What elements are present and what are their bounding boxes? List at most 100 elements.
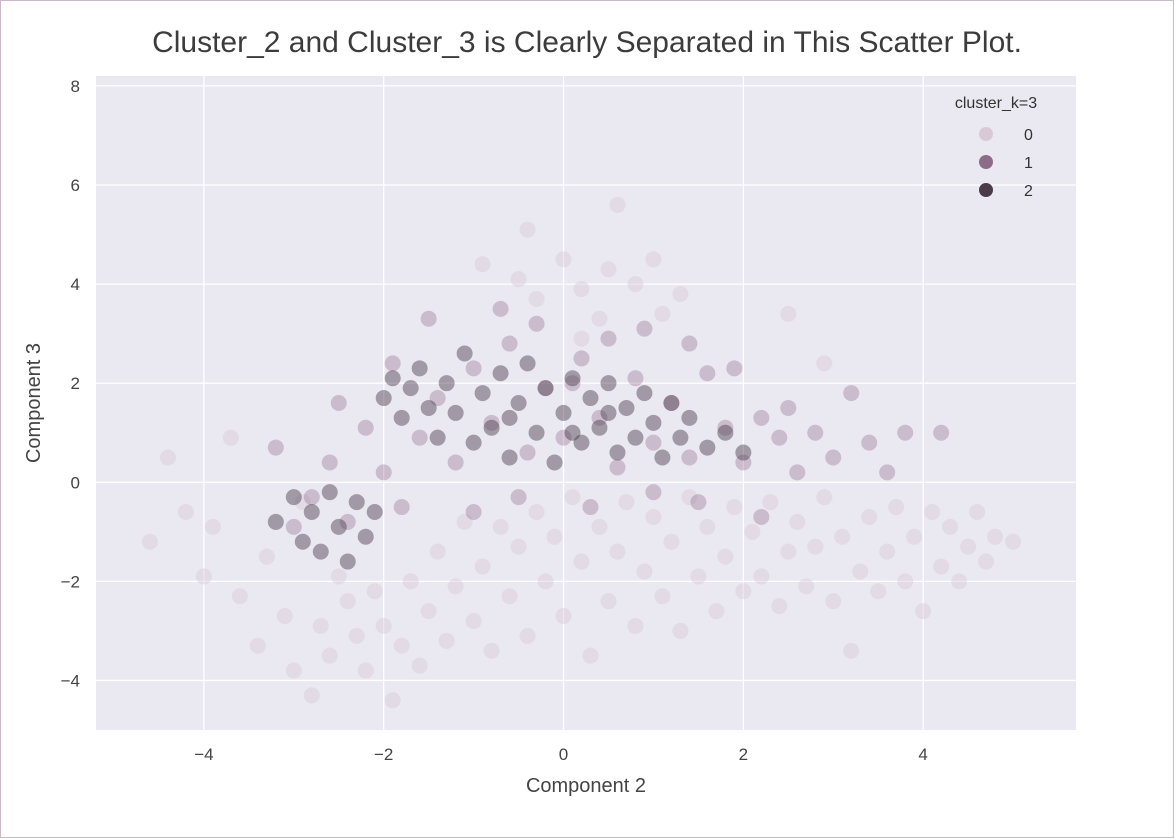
cluster-0-point [474, 558, 491, 575]
cluster-0-point [528, 290, 545, 307]
cluster-1-point [393, 499, 410, 516]
cluster-1-point [528, 315, 545, 332]
cluster-0-point [609, 196, 626, 213]
cluster-2-point [429, 429, 446, 446]
cluster-2-point [321, 484, 338, 501]
cluster-2-point [330, 518, 347, 535]
cluster-0-point [735, 583, 752, 600]
cluster-0-point [672, 286, 689, 302]
cluster-1-point [681, 449, 698, 466]
cluster-1-point [447, 454, 464, 471]
cluster-0-point [591, 518, 608, 535]
cluster-0-point [510, 538, 527, 555]
cluster-2-point [456, 345, 473, 362]
cluster-0-point [834, 528, 851, 545]
cluster-2-point [636, 385, 653, 402]
x-tick-label: 4 [918, 745, 927, 764]
cluster-1-point [483, 414, 500, 431]
cluster-2-point [600, 375, 617, 392]
cluster-0-point [519, 221, 536, 238]
cluster-1-point [519, 444, 536, 461]
cluster-0-point [744, 523, 761, 540]
cluster-0-point [582, 647, 599, 664]
cluster-2-point [375, 390, 392, 407]
cluster-0-point [636, 563, 653, 580]
cluster-0-point [600, 593, 617, 610]
cluster-0-point [969, 504, 986, 520]
cluster-1-point [690, 494, 707, 511]
cluster-0-point [708, 603, 725, 620]
cluster-2-point [411, 360, 428, 377]
cluster-0-point [231, 588, 248, 605]
cluster-0-point [321, 647, 338, 664]
cluster-2-point [303, 504, 320, 520]
cluster-0-point [537, 573, 554, 590]
cluster-2-point [294, 533, 311, 550]
cluster-0-point [519, 627, 536, 644]
cluster-2-point [402, 380, 419, 397]
cluster-2-point [267, 513, 284, 530]
cluster-0-point [249, 637, 266, 654]
cluster-1-point [321, 454, 338, 471]
cluster-0-point [798, 578, 815, 595]
cluster-0-point [465, 613, 482, 629]
cluster-0-point [726, 499, 743, 516]
cluster-0-point [915, 603, 932, 620]
chart-title: Cluster_2 and Cluster_3 is Clearly Separ… [152, 26, 1022, 59]
cluster-0-point [924, 504, 941, 520]
cluster-1-point [780, 399, 797, 416]
cluster-1-point [717, 419, 734, 436]
cluster-2-point [483, 419, 500, 436]
legend-label-0: 0 [1024, 127, 1033, 144]
cluster-0-point [780, 543, 797, 560]
cluster-1-point [267, 439, 284, 456]
cluster-0-point [222, 429, 239, 446]
cluster-1-point [681, 335, 698, 352]
cluster-1-point [573, 350, 590, 367]
cluster-2-point [654, 449, 671, 466]
cluster-2-point [501, 449, 518, 466]
cluster-0-point [555, 251, 572, 268]
cluster-1-point [501, 335, 518, 352]
y-tick-label: −4 [61, 671, 80, 690]
cluster-2-point [591, 419, 608, 436]
cluster-2-point [672, 429, 689, 446]
cluster-0-point [933, 558, 950, 575]
cluster-1-point [807, 424, 824, 441]
cluster-1-point [465, 360, 482, 377]
cluster-0-point [789, 513, 806, 530]
cluster-2-point [528, 424, 545, 441]
cluster-1-point [591, 409, 608, 426]
x-tick-label: 2 [739, 745, 748, 764]
cluster-0-point [690, 568, 707, 585]
tick-labels: −4 −2 0 2 4 −4 −2 0 2 4 6 8 [61, 77, 928, 764]
cluster-0-point [393, 637, 410, 654]
cluster-2-point [339, 553, 356, 570]
cluster-1-point [636, 320, 653, 337]
cluster-2-point [618, 399, 635, 416]
cluster-2-point [663, 395, 680, 411]
cluster-0-point [204, 518, 221, 535]
cluster-1-point [843, 385, 860, 402]
x-tick-label: 0 [559, 745, 568, 764]
cluster-1-point [753, 508, 770, 525]
cluster-0-point [195, 568, 212, 585]
legend: cluster_k=3 0 1 2 [955, 95, 1037, 200]
cluster-1-point [330, 395, 347, 411]
cluster-2-point [564, 424, 581, 441]
cluster-0-point [159, 449, 176, 466]
cluster-0-point [942, 518, 959, 535]
cluster-0-point [654, 588, 671, 605]
cluster-0-point [411, 657, 428, 674]
cluster-0-point [807, 538, 824, 555]
cluster-1-point [861, 434, 878, 451]
y-tick-label: 6 [71, 176, 80, 195]
cluster-1-point [339, 513, 356, 530]
cluster-1-point [879, 464, 896, 481]
cluster-2-point [582, 390, 599, 407]
cluster-0-point [528, 504, 545, 520]
cluster-0-point [861, 508, 878, 525]
cluster-0-point [384, 692, 401, 709]
cluster-0-point [825, 593, 842, 610]
